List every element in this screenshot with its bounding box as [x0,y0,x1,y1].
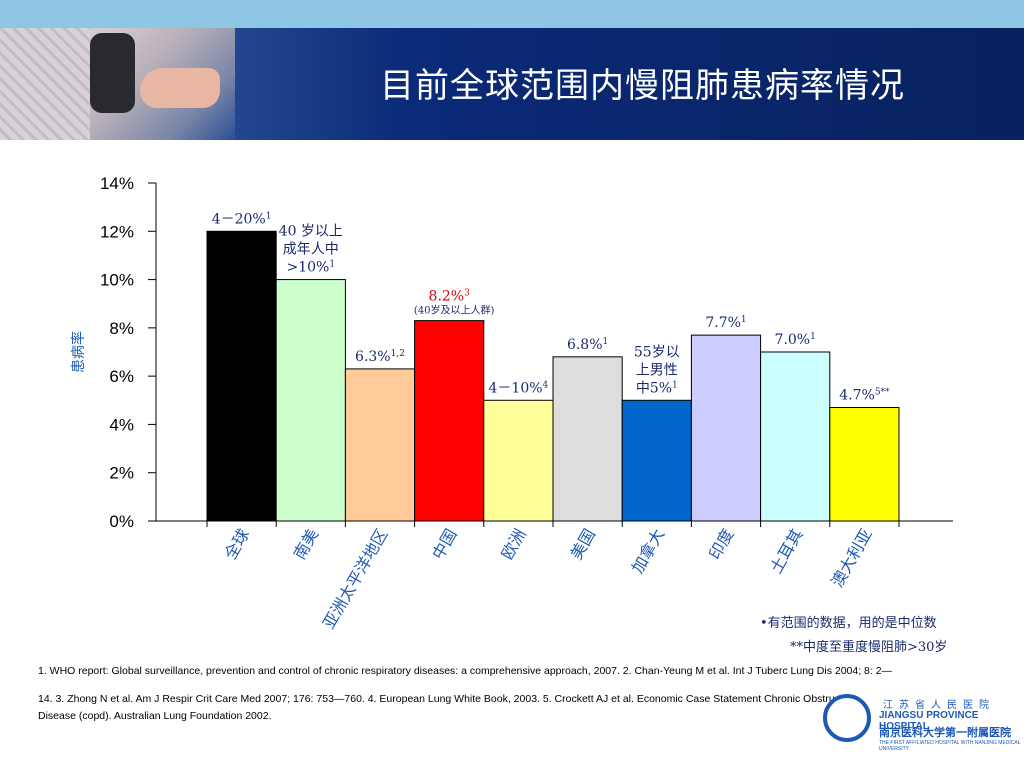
bar-2 [275,279,346,522]
footnote-line-1: 1. WHO report: Global surveillance, prev… [38,665,893,677]
hospital-logo: 江苏省人民医院 JIANGSU PROVINCE HOSPITAL 南京医科大学… [823,690,1023,768]
y-tick-label: 0% [109,512,134,531]
bar-10 [829,407,900,522]
footnote-line-2: 14. 3. Zhong N et al. Am J Respir Crit C… [38,693,857,705]
note-median: •有范围的数据，用的是中位数 [760,616,937,631]
bar-3 [344,368,416,522]
logo-affiliation-cn: 南京医科大学第一附属医院 [879,726,1011,739]
x-tick-label: 澳大利亚 [827,526,875,591]
y-axis-label: 患病率 [70,331,87,373]
bar-5 [483,399,554,522]
x-tick-label: 印度 [705,526,737,563]
data-label: 4.7%5** [839,388,890,404]
data-label: 6.3%1,2 [355,349,405,365]
bar-1 [206,230,277,522]
x-tick-label: 亚洲太平洋地区 [319,526,391,633]
x-tick-label: 中国 [428,526,460,563]
y-tick-label: 2% [109,464,134,483]
bar-7 [621,399,692,522]
logo-affiliation-en: THE FIRST AFFILIATED HOSPITAL WITH NANJI… [879,740,1021,752]
x-tick-label: 全球 [221,526,253,563]
bar-6 [552,356,623,522]
gown-pattern [0,28,90,140]
logo-name-en: JIANGSU PROVINCE HOSPITAL [879,710,979,732]
bar-4 [414,320,485,522]
data-label-note: (40岁及以上人群) [414,304,495,317]
x-tick-label: 欧洲 [497,526,529,563]
y-tick-label: 12% [100,222,134,241]
data-label: 7.0%1 [775,332,816,348]
x-tick-label: 南美 [290,526,322,563]
logo-name-cn: 江苏省人民医院 [883,700,995,711]
top-strip [0,0,1024,28]
logo-emblem-icon [823,694,871,742]
data-label: 55岁以上男性中5%1 [634,344,680,396]
data-label: 40 岁以上成年人中>10%1 [279,224,343,276]
y-tick-label: 4% [109,415,134,434]
x-tick-label: 土耳其 [766,526,806,577]
data-label: 8.2%3 [429,289,471,305]
y-tick-label: 14% [100,174,134,193]
data-label: 7.7%1 [705,315,746,331]
blood-pressure-cuff [90,33,135,113]
y-tick-label: 6% [109,367,134,386]
data-label: 6.8%1 [567,337,608,353]
note-severity: **中度至重度慢阻肺>30岁 [790,640,948,655]
page-title: 目前全球范围内慢阻肺患病率情况 [380,66,905,106]
y-tick-label: 10% [100,271,134,290]
x-tick-label: 加拿大 [628,526,668,577]
data-label: 4－10%4 [489,380,549,396]
header-photo [0,28,235,140]
x-tick-label: 美国 [567,526,599,563]
data-label: 4－20%1 [212,211,272,227]
hand [140,68,220,108]
bar-9 [760,351,831,522]
footnote-line-3: Disease (copd). Australian Lung Foundati… [38,710,272,722]
bar-8 [690,334,762,522]
y-tick-label: 8% [109,319,134,338]
